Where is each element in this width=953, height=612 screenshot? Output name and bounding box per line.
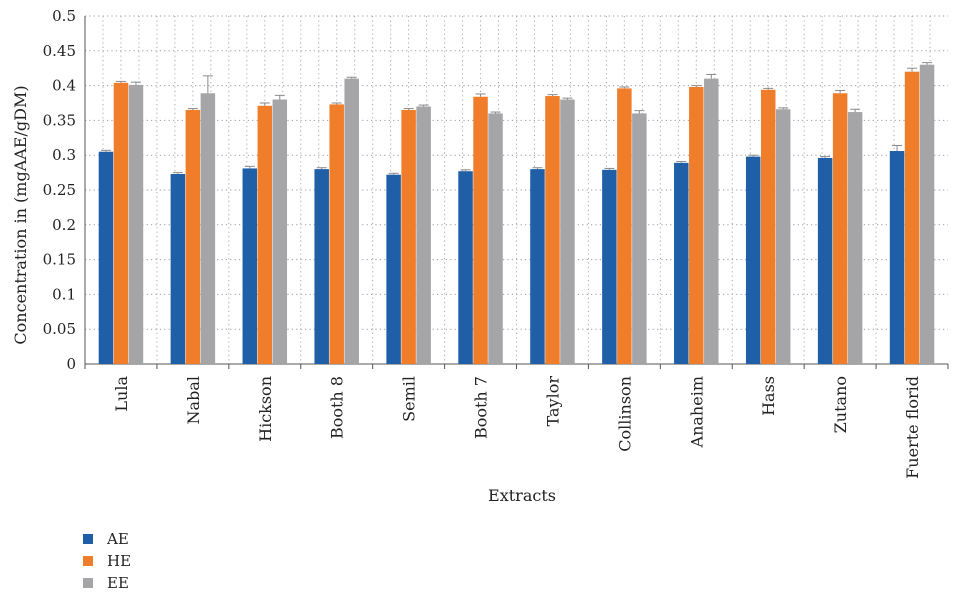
grid: [85, 15, 948, 364]
bar-ae: [602, 169, 617, 364]
legend-item-he: HE: [83, 550, 131, 572]
x-tick-label: Zutano: [831, 376, 850, 433]
y-tick-label: 0.2: [52, 216, 76, 234]
bar-ae: [745, 156, 761, 364]
legend-item-ae: AE: [83, 528, 131, 550]
legend-label-he: HE: [107, 552, 132, 570]
x-axis-label: Extracts: [488, 486, 556, 505]
bar-ee: [560, 99, 575, 365]
y-tick-label: 0.1: [52, 285, 76, 303]
bar-ee: [632, 113, 647, 364]
x-tick-label: Taylor: [543, 376, 562, 427]
y-tick-label: 0.15: [43, 251, 76, 269]
y-tick-label: 0.5: [52, 7, 76, 25]
bar-ee: [344, 78, 359, 364]
bar-he: [760, 89, 776, 364]
y-tick-label: 0.35: [43, 111, 76, 129]
legend: AE HE EE: [83, 528, 131, 594]
bar-ae: [817, 157, 833, 364]
axes: [84, 16, 949, 369]
bar-he: [832, 93, 848, 365]
x-tick-label: Anaheim: [687, 376, 706, 448]
bar-ae: [458, 171, 473, 364]
bar-ee: [200, 93, 216, 365]
x-tick-label: Booth 8: [328, 376, 347, 439]
x-tick-label: Collinson: [615, 376, 634, 452]
bar-ee: [488, 113, 503, 364]
bar-ee: [704, 78, 719, 364]
bar-ae: [530, 169, 545, 364]
legend-item-ee: EE: [83, 572, 131, 594]
y-tick-label: 0.05: [43, 320, 76, 338]
bars: [98, 64, 935, 365]
bar-ae: [242, 168, 258, 364]
bar-he: [473, 96, 488, 365]
x-tick-label: Booth 7: [472, 376, 491, 439]
bar-he: [113, 82, 129, 364]
y-tick-label: 0: [66, 355, 76, 373]
bar-ae: [314, 169, 329, 364]
bar-he: [401, 109, 416, 365]
legend-swatch-ae: [83, 534, 93, 544]
x-tick-label: Lula: [112, 376, 131, 412]
x-tick-label: Hickson: [256, 376, 275, 442]
y-tick-label: 0.25: [43, 181, 76, 199]
x-tick-label: Fuerte florid: [903, 376, 922, 479]
bar-he: [617, 88, 632, 364]
bar-ae: [98, 151, 114, 364]
legend-swatch-he: [83, 556, 93, 566]
bar-ae: [889, 151, 905, 364]
legend-swatch-ee: [83, 578, 93, 588]
bar-he: [904, 71, 920, 365]
bar-ee: [919, 64, 935, 364]
x-tick-labels: Lula Nabal Hickson Booth 8 Semil Booth 7 Taylo…: [112, 376, 922, 479]
bar-he: [185, 109, 201, 365]
x-tick-label: Hass: [759, 376, 778, 416]
bar-ae: [674, 162, 689, 364]
bar-ee: [847, 112, 863, 364]
legend-label-ae: AE: [107, 530, 129, 548]
y-tick-label: 0.3: [52, 146, 76, 164]
bar-ee: [272, 99, 288, 365]
y-tick-labels: 0 0.05 0.1 0.15 0.2 0.25 0.3 0.35 0.4 0.45 0.5: [43, 7, 76, 373]
bar-he: [257, 105, 273, 364]
y-tick-label: 0.4: [52, 77, 76, 95]
bar-ee: [416, 106, 431, 364]
bar-ee: [128, 84, 144, 365]
x-tick-label: Semil: [400, 376, 419, 422]
bar-he: [689, 86, 704, 364]
error-bars: [100, 62, 933, 175]
bar-ae: [386, 174, 401, 364]
y-axis-label: Concentration in (mgAAE/gDM): [11, 85, 30, 344]
y-tick-label: 0.45: [43, 42, 76, 60]
x-tick-label: Nabal: [184, 376, 203, 424]
legend-label-ee: EE: [107, 574, 129, 592]
bar-ee: [775, 109, 791, 364]
bar-ae: [170, 173, 186, 364]
bar-he: [545, 96, 560, 364]
bar-he: [329, 104, 344, 364]
